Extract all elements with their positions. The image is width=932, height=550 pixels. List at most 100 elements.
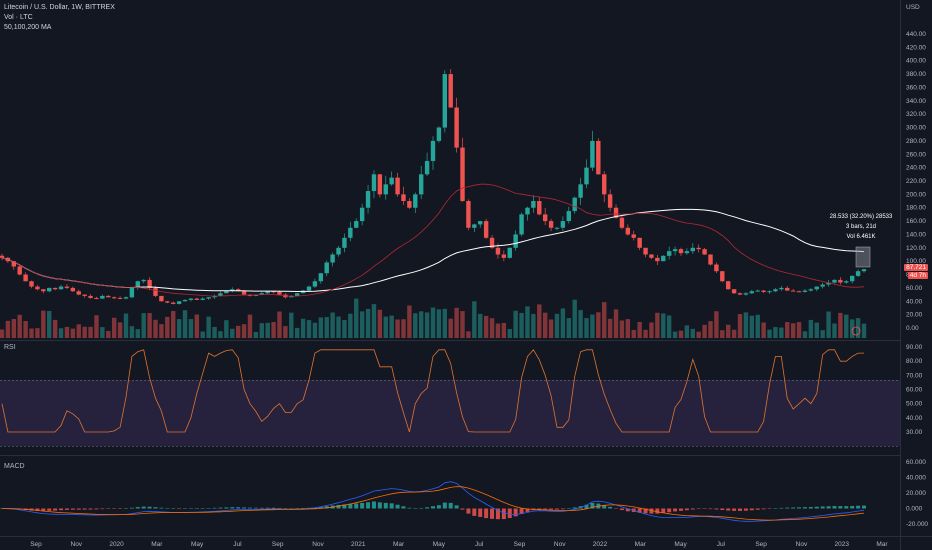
volume-bar bbox=[271, 322, 276, 338]
candle-body bbox=[714, 264, 719, 272]
volume-bar bbox=[401, 319, 406, 338]
macd-histogram-bar bbox=[295, 508, 300, 509]
time-tick-label: Nov bbox=[796, 541, 808, 548]
price-tick-label: 360.00 bbox=[906, 84, 926, 91]
macd-histogram-bar bbox=[76, 508, 81, 510]
volume-legend[interactable]: Vol · LTC bbox=[4, 14, 33, 21]
candle-body bbox=[76, 291, 81, 295]
candle-body bbox=[519, 214, 524, 235]
volume-bar bbox=[230, 328, 235, 338]
candle-body bbox=[838, 279, 843, 283]
candle-body bbox=[235, 289, 241, 292]
volume-bar bbox=[306, 320, 312, 338]
macd-histogram-bar bbox=[490, 508, 495, 519]
macd-histogram-bar bbox=[407, 507, 412, 509]
macd-line bbox=[1, 481, 865, 522]
candle-body bbox=[348, 227, 353, 238]
macd-histogram-bar bbox=[129, 507, 134, 509]
volume-bar bbox=[761, 322, 766, 338]
candle-body bbox=[147, 279, 152, 288]
macd-histogram-bar bbox=[94, 508, 99, 510]
volume-bar bbox=[318, 317, 324, 338]
volume-bar bbox=[383, 316, 388, 338]
candle-body bbox=[135, 281, 140, 288]
volume-bar bbox=[548, 319, 554, 338]
candle-body bbox=[602, 174, 607, 195]
volume-bar bbox=[330, 312, 335, 338]
volume-bar bbox=[123, 313, 129, 338]
rsi-label[interactable]: RSI bbox=[4, 344, 16, 351]
candle-body bbox=[306, 286, 312, 291]
candle-body bbox=[672, 249, 678, 252]
price-tick-label: 380.00 bbox=[906, 71, 926, 78]
macd-histogram-bar bbox=[53, 508, 58, 511]
candle-body bbox=[755, 290, 760, 292]
ma-legend[interactable]: 50,100,200 MA bbox=[4, 24, 52, 31]
macd-histogram-bar bbox=[673, 508, 678, 512]
volume-bar bbox=[684, 325, 690, 338]
candle-body bbox=[88, 295, 93, 298]
volume-bar bbox=[578, 310, 583, 338]
volume-bar bbox=[861, 323, 867, 338]
macd-label[interactable]: MACD bbox=[4, 463, 25, 470]
macd-histogram-bar bbox=[637, 508, 642, 513]
volume-bar bbox=[702, 324, 707, 338]
currency-label: USD bbox=[906, 4, 920, 11]
time-tick-label: Nov bbox=[312, 541, 324, 548]
volume-bar bbox=[58, 328, 64, 338]
macd-histogram-bar bbox=[135, 507, 140, 509]
volume-bar bbox=[637, 321, 642, 338]
volume-bar bbox=[537, 304, 542, 338]
candle-body bbox=[483, 221, 489, 238]
price-candles bbox=[0, 69, 867, 305]
rsi-tick-label: 90.00 bbox=[906, 344, 923, 351]
volume-bar bbox=[76, 324, 81, 338]
macd-histogram-bar bbox=[460, 508, 465, 510]
volume-bar bbox=[507, 329, 512, 338]
macd-histogram-bar bbox=[194, 508, 199, 509]
macd-tick-label: 60.000 bbox=[906, 459, 926, 466]
volume-bar bbox=[519, 312, 524, 338]
macd-histogram-bar bbox=[183, 508, 188, 509]
candle-body bbox=[554, 227, 560, 229]
candle-body bbox=[743, 293, 749, 295]
volume-bar bbox=[790, 323, 796, 338]
macd-histogram-bar bbox=[696, 508, 701, 510]
candle-body bbox=[41, 289, 46, 292]
candle-body bbox=[749, 291, 755, 294]
macd-histogram-bar bbox=[814, 506, 819, 509]
macd-histogram-bar bbox=[850, 505, 855, 509]
macd-histogram-bar bbox=[560, 508, 565, 510]
candle-body bbox=[684, 251, 690, 254]
volume-bar bbox=[844, 314, 849, 338]
candle-body bbox=[448, 74, 453, 108]
time-tick-label: Jul bbox=[233, 541, 242, 548]
price-tick-label: 240.00 bbox=[906, 165, 926, 172]
candle-body bbox=[418, 174, 424, 195]
macd-histogram-bar bbox=[684, 508, 689, 511]
symbol-title[interactable]: Litecoin / U.S. Dollar, 1W, BITTREX bbox=[4, 4, 115, 11]
alert-icon[interactable] bbox=[851, 326, 861, 336]
volume-bar bbox=[472, 301, 477, 338]
macd-histogram-bar bbox=[702, 508, 707, 509]
candle-body bbox=[171, 302, 176, 304]
candle-body bbox=[52, 287, 58, 290]
volume-bar bbox=[312, 322, 318, 338]
candle-body bbox=[489, 237, 495, 248]
volume-bar bbox=[247, 314, 253, 338]
volume-bar bbox=[483, 315, 489, 338]
volume-bar bbox=[554, 313, 560, 338]
volume-bar bbox=[41, 310, 46, 338]
measure-box[interactable] bbox=[855, 246, 871, 268]
candle-body bbox=[141, 279, 146, 282]
volume-bar bbox=[672, 331, 678, 338]
candle-body bbox=[861, 269, 867, 272]
candle-body bbox=[430, 140, 436, 161]
rsi-tick-label: 50.00 bbox=[906, 401, 923, 408]
macd-histogram-bar bbox=[572, 507, 577, 509]
volume-bar bbox=[218, 331, 223, 338]
candle-body bbox=[761, 290, 766, 292]
time-tick-label: 2020 bbox=[109, 541, 124, 548]
countdown-value: 4d 7h bbox=[909, 272, 926, 279]
